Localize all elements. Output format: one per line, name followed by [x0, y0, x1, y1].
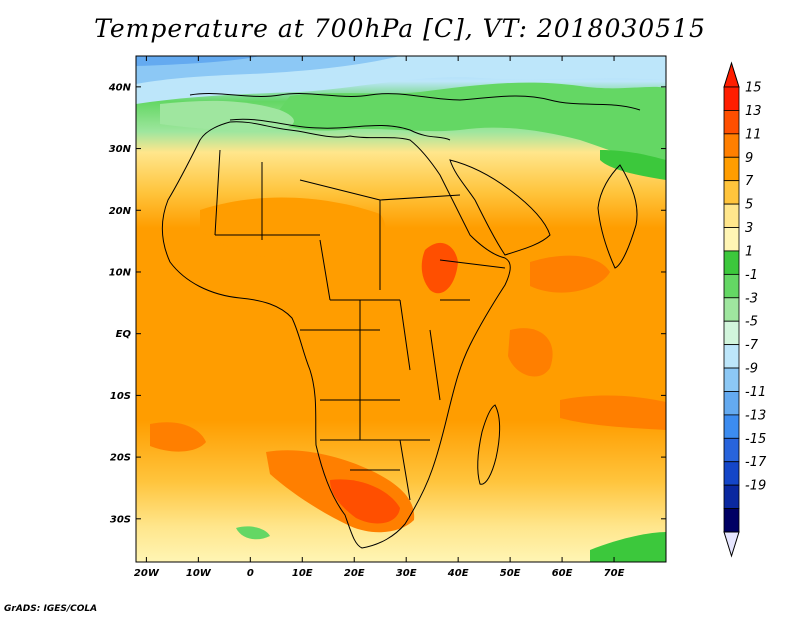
- colorbar-segment: [723, 484, 740, 509]
- colorbar-label: 1: [745, 244, 753, 259]
- colorbar-label: -3: [745, 291, 758, 306]
- colorbar-segment: [723, 203, 740, 228]
- lat-label: 20S: [110, 453, 131, 464]
- lat-label: 10S: [110, 391, 131, 402]
- lon-label: 70E: [604, 568, 625, 579]
- colorbar-label: 5: [745, 198, 753, 213]
- lat-label: 10N: [109, 267, 132, 278]
- colorbar-segment: [723, 250, 740, 275]
- europe-coast: [189, 93, 641, 111]
- colorbar-label: -13: [745, 408, 766, 423]
- colorbar-segment: [723, 508, 740, 533]
- africa-coastline: [161, 121, 511, 549]
- colorbar-label: -19: [745, 479, 766, 494]
- colorbar-segment: [723, 227, 740, 252]
- colorbar-segment: [723, 273, 740, 299]
- mediterranean-south: [229, 118, 451, 141]
- colorbar-label: 15: [745, 81, 762, 96]
- colorbar-segment: [723, 414, 740, 439]
- lon-label: 10E: [292, 568, 313, 579]
- colorbar-label: 11: [745, 127, 762, 142]
- colorbar: [723, 61, 740, 558]
- colorbar-label: 9: [745, 151, 753, 166]
- lon-label: 30E: [396, 568, 417, 579]
- latitude-labels: 40N 30N 20N 10N EQ 10S 20S 30S: [108, 82, 132, 525]
- colorbar-top-arrow: [723, 61, 740, 88]
- colorbar-segment: [723, 367, 740, 392]
- colorbar-segment: [723, 86, 740, 111]
- lat-label: 30N: [109, 144, 132, 155]
- colorbar-label: -7: [745, 338, 759, 353]
- colorbar-label: -17: [745, 455, 767, 470]
- lat-label: 30S: [110, 514, 131, 525]
- colorbar-segment: [723, 461, 740, 486]
- colorbar-segment: [723, 156, 740, 182]
- colorbar-label: -5: [745, 315, 758, 330]
- colorbar-label: -11: [745, 385, 766, 400]
- colorbar-segment: [723, 344, 740, 369]
- colorbar-label: -9: [745, 362, 758, 377]
- colorbar-segment: [723, 437, 740, 463]
- lon-label: 60E: [552, 568, 573, 579]
- colorbar-label: -15: [745, 432, 766, 447]
- colorbar-segment: [723, 110, 740, 135]
- credit-text: GrADS: IGES/COLA: [4, 604, 98, 614]
- colorbar-label: 7: [745, 174, 754, 189]
- colorbar-segment: [723, 391, 740, 416]
- colorbar-label: 3: [745, 221, 753, 236]
- country-outlines: [161, 93, 641, 549]
- colorbar-segment: [723, 297, 740, 322]
- lat-label: 20N: [109, 206, 132, 217]
- lon-label: 20E: [344, 568, 365, 579]
- colorbar-label: -1: [745, 268, 758, 283]
- lon-label: 50E: [500, 568, 521, 579]
- lat-label: 40N: [108, 82, 132, 93]
- chart-title: Temperature at 700hPa [C], VT: 201803051…: [94, 14, 706, 43]
- colorbar-segment: [723, 180, 740, 205]
- colorbar-segment: [723, 133, 740, 158]
- map-frame: [135, 55, 667, 563]
- colorbar-labels: 15 13 11 9 7 5 3 1 -1 -3 -5 -7 -9 -11 -13 -15 -17 -19: [745, 81, 767, 494]
- lon-label: 20W: [134, 568, 160, 579]
- colorbar-segment: [723, 320, 740, 346]
- madagascar-outline: [477, 404, 501, 485]
- longitude-labels: 20W 10W 0 10E 20E 30E 40E 50E 60E 70E: [134, 568, 625, 579]
- axis-ticks: [136, 56, 666, 562]
- india-outline: [597, 164, 638, 269]
- colorbar-bottom-arrow: [723, 531, 740, 558]
- lat-label: EQ: [116, 329, 132, 340]
- lon-label: 40E: [447, 568, 469, 579]
- arabia-outline: [449, 159, 551, 256]
- lon-label: 10W: [186, 568, 212, 579]
- lon-label: 0: [247, 568, 254, 579]
- colorbar-label: 13: [745, 104, 762, 119]
